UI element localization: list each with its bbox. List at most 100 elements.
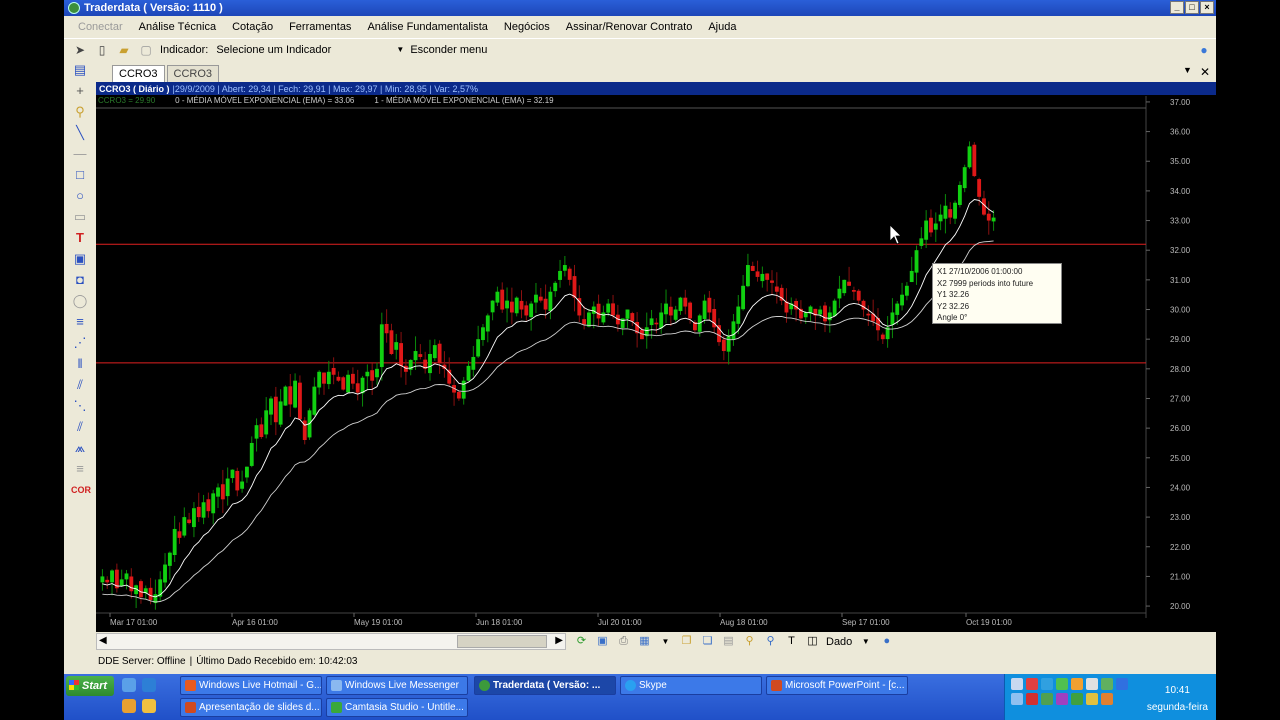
zoom-icon[interactable]: ⚲ xyxy=(75,104,85,119)
tray-display-icon[interactable] xyxy=(1101,678,1113,690)
fill-tool-icon[interactable]: ▭ xyxy=(73,209,87,224)
rectangle-tool-icon[interactable]: □ xyxy=(76,167,84,182)
menu-cotacao[interactable]: Cotação xyxy=(232,21,274,33)
tray-security-icon[interactable] xyxy=(1026,678,1038,690)
color-tool-icon[interactable]: ▣ xyxy=(73,251,87,266)
crosshair-icon[interactable]: + xyxy=(76,83,84,98)
start-button[interactable]: Start xyxy=(66,676,114,696)
text-tool-icon[interactable]: T xyxy=(76,230,84,245)
fan-tool-icon[interactable]: ⋰ xyxy=(73,335,87,350)
scroll-right-icon[interactable]: ▶ xyxy=(555,635,563,646)
line-tool-icon[interactable]: ╲ xyxy=(76,125,84,140)
help-icon[interactable]: ● xyxy=(1200,42,1208,57)
pointer-icon[interactable]: ➤ xyxy=(74,42,86,57)
tray-bluetooth-icon[interactable] xyxy=(1116,678,1128,690)
lines-icon[interactable]: ≡ xyxy=(76,461,84,476)
chrome-icon[interactable] xyxy=(122,699,136,713)
ie-icon[interactable] xyxy=(142,678,156,692)
candle-body xyxy=(529,303,534,318)
menu-analise-fundamentalista[interactable]: Análise Fundamentalista xyxy=(367,21,488,33)
maximize-button[interactable]: □ xyxy=(1185,1,1199,14)
tray-update-icon[interactable] xyxy=(1071,678,1083,690)
chart-type-icon[interactable]: ◫ xyxy=(807,635,818,647)
task-camtasia[interactable]: Camtasia Studio - Untitle... xyxy=(326,698,468,717)
tray-chat-icon[interactable] xyxy=(1011,693,1023,705)
speed-lines-icon[interactable]: ⋱ xyxy=(73,398,87,413)
desktop-icon[interactable] xyxy=(122,678,136,692)
messenger-icon[interactable] xyxy=(142,699,156,713)
menu-conectar[interactable]: Conectar xyxy=(78,21,123,33)
clock[interactable]: 10:41 segunda-feira xyxy=(1147,682,1208,716)
ellipse-tool-icon[interactable]: ○ xyxy=(76,188,84,203)
menu-ajuda[interactable]: Ajuda xyxy=(708,21,737,33)
tab-list-icon[interactable]: ▼ xyxy=(1183,65,1192,75)
dado-dropdown-icon[interactable]: ▼ xyxy=(861,637,870,646)
cycles-tool-icon[interactable]: ‖ xyxy=(77,356,83,371)
channel-tool-icon[interactable]: ⫽ xyxy=(77,377,83,392)
tray-volume-icon[interactable] xyxy=(1086,678,1098,690)
paste-icon[interactable]: ❏ xyxy=(702,635,713,647)
tray-power-icon[interactable] xyxy=(1086,693,1098,705)
parallel-lines-icon[interactable]: ⫽ xyxy=(77,419,83,434)
task-skype[interactable]: Skype xyxy=(620,676,762,695)
y-tick-label: 34.00 xyxy=(1170,187,1191,196)
tab-ccro3[interactable]: CCRO3 xyxy=(166,65,220,82)
tray-capture-icon[interactable] xyxy=(1071,693,1083,705)
indicator-select[interactable]: Selecione um Indicador ▼ xyxy=(214,41,405,58)
zoom-in-icon[interactable]: ⚲ xyxy=(745,635,754,647)
tray-media-icon[interactable] xyxy=(1056,693,1068,705)
tray-messenger-icon[interactable] xyxy=(1056,678,1068,690)
minimize-button[interactable]: _ xyxy=(1170,1,1184,14)
menu-negocios[interactable]: Negócios xyxy=(503,21,550,33)
scroll-thumb[interactable] xyxy=(457,635,547,648)
tray-app-icon[interactable] xyxy=(1041,693,1053,705)
open-folder-icon[interactable]: ▰ xyxy=(119,42,129,57)
task-traderdata[interactable]: Traderdata ( Versão: ... xyxy=(474,676,616,695)
refresh-icon[interactable]: ⟳ xyxy=(576,635,587,647)
candle-body xyxy=(649,318,654,326)
dropdown-icon[interactable]: ▼ xyxy=(661,637,670,646)
zoom-out-icon[interactable]: ⚲ xyxy=(766,635,775,647)
hide-menu-button[interactable]: Esconder menu xyxy=(410,43,488,56)
candle-body xyxy=(264,410,269,435)
color-cor-icon[interactable]: COR xyxy=(71,485,91,495)
frame-tool-icon[interactable]: ◘ xyxy=(76,272,84,287)
task-slideshow[interactable]: Apresentação de slides d... xyxy=(180,698,322,717)
chart-tool-icon[interactable]: ▤ xyxy=(73,62,87,77)
task-messenger[interactable]: Windows Live Messenger xyxy=(326,676,468,695)
fibonacci-tool-icon[interactable]: ≡ xyxy=(76,314,84,329)
blank-doc-icon[interactable]: ▢ xyxy=(140,42,152,57)
print-icon[interactable]: ⎙ xyxy=(619,635,628,647)
task-label: Camtasia Studio - Untitle... xyxy=(345,702,464,713)
pitchfork-icon[interactable]: ⩕ xyxy=(74,440,86,455)
layout-icon[interactable]: ▦ xyxy=(639,635,650,647)
copy-icon[interactable]: ❐ xyxy=(681,635,692,647)
tray-skype-icon[interactable] xyxy=(1041,678,1053,690)
scroll-left-icon[interactable]: ◀ xyxy=(99,635,107,646)
chart-area[interactable]: 37.00 36.00 35.00 34.00 33.00 32.00 31.00 30.00… xyxy=(96,82,1216,632)
new-file-icon[interactable]: ▯ xyxy=(98,42,106,57)
menu-analise-tecnica[interactable]: Análise Técnica xyxy=(138,21,217,33)
hline-tool-icon[interactable]: — xyxy=(73,146,87,161)
close-button[interactable]: × xyxy=(1200,1,1214,14)
save-icon[interactable]: ▣ xyxy=(597,635,608,647)
circle-tool-icon[interactable]: ◯ xyxy=(72,293,88,308)
tab-close-icon[interactable]: ✕ xyxy=(1199,65,1210,79)
tab-ccro3-active[interactable]: CCRO3 xyxy=(112,65,165,82)
task-powerpoint[interactable]: Microsoft PowerPoint - [c... xyxy=(766,676,908,695)
task-hotmail[interactable]: Windows Live Hotmail - G... xyxy=(180,676,322,695)
horizontal-scrollbar[interactable]: ◀ ▶ xyxy=(96,633,566,650)
tray-flag-icon[interactable] xyxy=(1101,693,1113,705)
tray-network-icon[interactable] xyxy=(1011,678,1023,690)
candle-body xyxy=(558,270,562,280)
dado-label[interactable]: Dado xyxy=(826,635,853,648)
candle-body xyxy=(562,265,567,271)
text-icon[interactable]: T xyxy=(788,635,795,647)
menu-ferramentas[interactable]: Ferramentas xyxy=(289,21,352,33)
menu-assinar[interactable]: Assinar/Renovar Contrato xyxy=(565,21,693,33)
candle-body xyxy=(355,383,360,393)
grid-icon[interactable]: ▤ xyxy=(723,635,734,647)
candlestick-chart[interactable]: 37.00 36.00 35.00 34.00 33.00 32.00 31.00 30.00… xyxy=(96,82,1216,632)
tray-record-icon[interactable] xyxy=(1026,693,1038,705)
info-icon[interactable]: ● xyxy=(883,635,891,647)
